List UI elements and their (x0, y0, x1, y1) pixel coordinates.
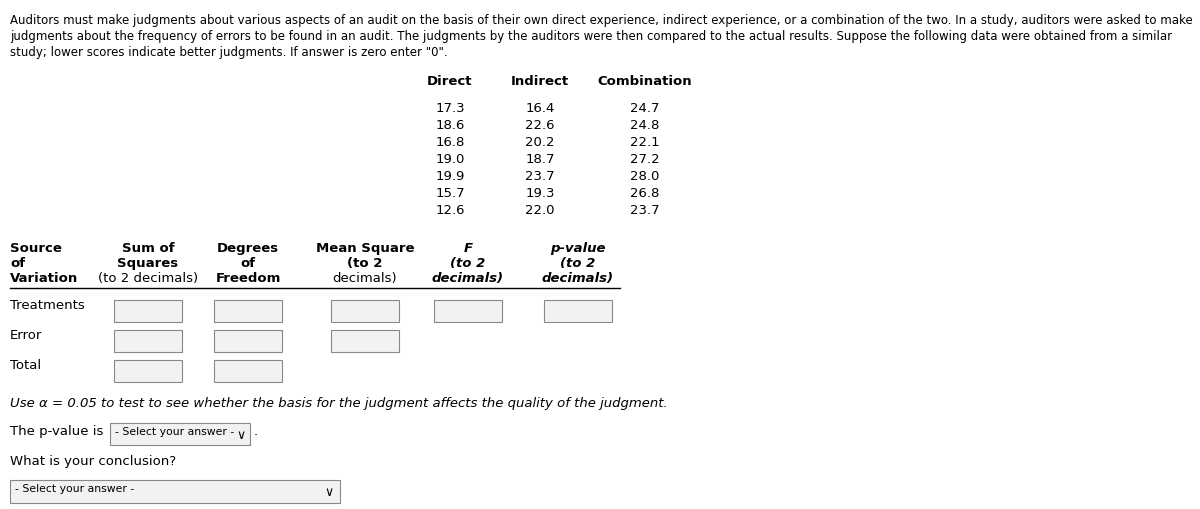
Text: of: of (10, 257, 25, 269)
Text: .: . (254, 424, 258, 437)
Text: Indirect: Indirect (511, 75, 569, 88)
Text: Source: Source (10, 242, 62, 254)
Text: Total: Total (10, 358, 41, 371)
Text: ∨: ∨ (324, 485, 334, 498)
Text: 15.7: 15.7 (436, 187, 464, 200)
FancyBboxPatch shape (331, 330, 398, 352)
Text: 12.6: 12.6 (436, 204, 464, 216)
FancyBboxPatch shape (544, 300, 612, 322)
Text: p-value: p-value (551, 242, 606, 254)
Text: ∨: ∨ (236, 428, 245, 441)
Text: 28.0: 28.0 (630, 169, 660, 183)
Text: F: F (463, 242, 473, 254)
Text: 19.3: 19.3 (526, 187, 554, 200)
Text: 22.1: 22.1 (630, 136, 660, 149)
Text: 22.0: 22.0 (526, 204, 554, 216)
Text: Auditors must make judgments about various aspects of an audit on the basis of t: Auditors must make judgments about vario… (10, 14, 1193, 27)
Text: 16.4: 16.4 (526, 102, 554, 115)
FancyBboxPatch shape (434, 300, 502, 322)
Text: Freedom: Freedom (215, 271, 281, 285)
Text: 19.9: 19.9 (436, 169, 464, 183)
Text: 24.8: 24.8 (630, 119, 660, 132)
Text: Degrees: Degrees (217, 242, 280, 254)
Text: 20.2: 20.2 (526, 136, 554, 149)
Text: (to 2: (to 2 (450, 257, 486, 269)
Text: - Select your answer -: - Select your answer - (14, 483, 134, 493)
Text: of: of (240, 257, 256, 269)
Text: (to 2: (to 2 (560, 257, 595, 269)
Text: (to 2 decimals): (to 2 decimals) (98, 271, 198, 285)
Text: 26.8: 26.8 (630, 187, 660, 200)
Text: decimals): decimals) (432, 271, 504, 285)
Text: (to 2: (to 2 (347, 257, 383, 269)
Text: 23.7: 23.7 (630, 204, 660, 216)
FancyBboxPatch shape (214, 300, 282, 322)
Text: The p-value is: The p-value is (10, 424, 103, 437)
FancyBboxPatch shape (10, 480, 340, 503)
Text: decimals): decimals) (332, 271, 397, 285)
Text: decimals): decimals) (542, 271, 614, 285)
Text: 22.6: 22.6 (526, 119, 554, 132)
Text: 19.0: 19.0 (436, 153, 464, 165)
Text: Treatments: Treatments (10, 298, 85, 312)
Text: Mean Square: Mean Square (316, 242, 414, 254)
FancyBboxPatch shape (214, 330, 282, 352)
Text: 17.3: 17.3 (436, 102, 464, 115)
FancyBboxPatch shape (214, 360, 282, 382)
Text: Squares: Squares (118, 257, 179, 269)
FancyBboxPatch shape (114, 330, 182, 352)
FancyBboxPatch shape (114, 360, 182, 382)
Text: 16.8: 16.8 (436, 136, 464, 149)
Text: 18.6: 18.6 (436, 119, 464, 132)
Text: - Select your answer -: - Select your answer - (115, 426, 234, 436)
Text: 27.2: 27.2 (630, 153, 660, 165)
Text: study; lower scores indicate better judgments. If answer is zero enter "0".: study; lower scores indicate better judg… (10, 46, 448, 59)
Text: judgments about the frequency of errors to be found in an audit. The judgments b: judgments about the frequency of errors … (10, 30, 1172, 43)
Text: Combination: Combination (598, 75, 692, 88)
Text: 24.7: 24.7 (630, 102, 660, 115)
Text: What is your conclusion?: What is your conclusion? (10, 454, 176, 467)
Text: Use α = 0.05 to test to see whether the basis for the judgment affects the quali: Use α = 0.05 to test to see whether the … (10, 396, 667, 409)
Text: 18.7: 18.7 (526, 153, 554, 165)
Text: Variation: Variation (10, 271, 78, 285)
Text: Sum of: Sum of (121, 242, 174, 254)
FancyBboxPatch shape (331, 300, 398, 322)
Text: 23.7: 23.7 (526, 169, 554, 183)
FancyBboxPatch shape (114, 300, 182, 322)
Text: Direct: Direct (427, 75, 473, 88)
FancyBboxPatch shape (110, 423, 250, 445)
Text: Error: Error (10, 328, 42, 342)
